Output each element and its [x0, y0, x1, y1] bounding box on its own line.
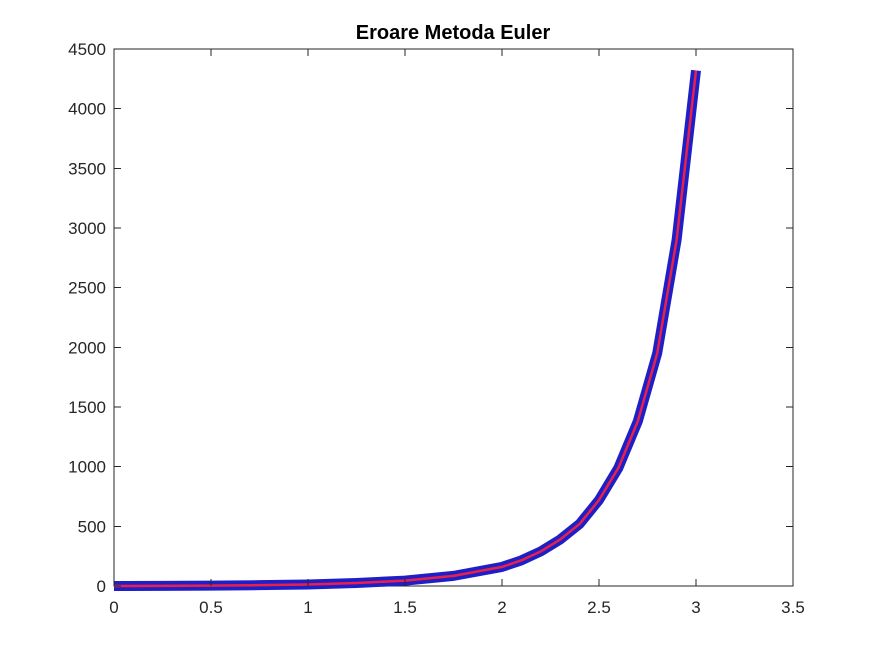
x-tick-label: 1.5: [393, 598, 417, 617]
x-axis-ticks: 0 0.5 1 1.5 2 2.5 3 3.5: [109, 49, 805, 617]
x-tick-label: 0: [109, 598, 118, 617]
y-tick-label: 1000: [68, 458, 106, 477]
y-tick-label: 3500: [68, 159, 106, 178]
x-tick-label: 0.5: [199, 598, 223, 617]
y-tick-label: 0: [97, 577, 106, 596]
y-tick-label: 2000: [68, 338, 106, 357]
y-tick-label: 2500: [68, 279, 106, 298]
y-tick-label: 500: [78, 517, 106, 536]
y-tick-label: 3000: [68, 219, 106, 238]
y-tick-label: 1500: [68, 398, 106, 417]
y-tick-label: 4000: [68, 100, 106, 119]
x-tick-label: 2.5: [587, 598, 611, 617]
x-tick-label: 1: [303, 598, 312, 617]
y-axis-ticks: 0 500 1000 1500 2000 2500 3000 3500 4000 4500: [68, 40, 793, 596]
chart-title: Eroare Metoda Euler: [356, 22, 551, 44]
x-tick-label: 3.5: [781, 598, 805, 617]
series-layer: [113, 69, 701, 591]
y-tick-label: 4500: [68, 40, 106, 59]
x-tick-label: 2: [497, 598, 506, 617]
x-tick-label: 3: [691, 598, 700, 617]
series-line-inner: [113, 70, 698, 588]
plot-area-frame: [113, 48, 794, 587]
